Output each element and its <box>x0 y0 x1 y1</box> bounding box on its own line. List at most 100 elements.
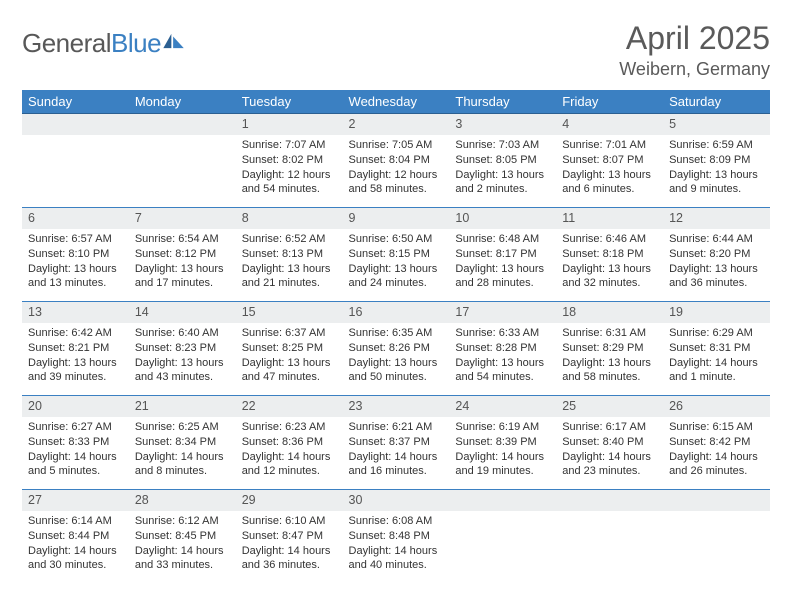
calendar-week-row: 6 Sunrise: 6:57 AMSunset: 8:10 PMDaylight… <box>22 208 770 302</box>
day-details: Sunrise: 6:52 AMSunset: 8:13 PMDaylight:… <box>242 232 337 291</box>
calendar-day-cell: 28 Sunrise: 6:12 AMSunset: 8:45 PMDayligh… <box>129 490 236 584</box>
day-number: 8 <box>236 208 343 229</box>
day-number: 16 <box>343 302 450 323</box>
calendar-week-row: 20 Sunrise: 6:27 AMSunset: 8:33 PMDayligh… <box>22 396 770 490</box>
calendar-week-row: 1Sunrise: 7:07 AMSunset: 8:02 PMDaylight… <box>22 114 770 208</box>
day-details: Sunrise: 6:17 AMSunset: 8:40 PMDaylight:… <box>562 420 657 479</box>
calendar-empty-cell <box>129 114 236 208</box>
calendar-day-cell: 7 Sunrise: 6:54 AMSunset: 8:12 PMDaylight… <box>129 208 236 302</box>
day-number: 12 <box>663 208 770 229</box>
day-details: Sunrise: 6:48 AMSunset: 8:17 PMDaylight:… <box>455 232 550 291</box>
page-title: April 2025 <box>619 20 770 57</box>
calendar-empty-cell <box>449 490 556 584</box>
header: GeneralBlue April 2025 Weibern, Germany <box>22 20 770 80</box>
day-number: 18 <box>556 302 663 323</box>
weekday-header: Friday <box>556 90 663 114</box>
day-details: Sunrise: 6:31 AMSunset: 8:29 PMDaylight:… <box>562 326 657 385</box>
day-details: Sunrise: 6:14 AMSunset: 8:44 PMDaylight:… <box>28 514 123 573</box>
calendar-day-cell: 22Sunrise: 6:23 AMSunset: 8:36 PMDayligh… <box>236 396 343 490</box>
calendar-day-cell: 14Sunrise: 6:40 AMSunset: 8:23 PMDayligh… <box>129 302 236 396</box>
calendar-empty-cell <box>663 490 770 584</box>
calendar-day-cell: 24 Sunrise: 6:19 AMSunset: 8:39 PMDayligh… <box>449 396 556 490</box>
calendar-day-cell: 25 Sunrise: 6:17 AMSunset: 8:40 PMDayligh… <box>556 396 663 490</box>
calendar-day-cell: 5Sunrise: 6:59 AMSunset: 8:09 PMDaylight… <box>663 114 770 208</box>
day-details: Sunrise: 6:19 AMSunset: 8:39 PMDaylight:… <box>455 420 550 479</box>
day-number: 21 <box>129 396 236 417</box>
day-details: Sunrise: 6:44 AMSunset: 8:20 PMDaylight:… <box>669 232 764 291</box>
day-number: 7 <box>129 208 236 229</box>
day-number: 4 <box>556 114 663 135</box>
location-label: Weibern, Germany <box>619 59 770 80</box>
logo-text-blue: Blue <box>111 28 161 58</box>
day-number-bar <box>129 114 236 135</box>
day-number: 29 <box>236 490 343 511</box>
day-details: Sunrise: 6:59 AMSunset: 8:09 PMDaylight:… <box>669 138 764 197</box>
day-details: Sunrise: 6:57 AMSunset: 8:10 PMDaylight:… <box>28 232 123 291</box>
calendar-day-cell: 4 Sunrise: 7:01 AMSunset: 8:07 PMDaylight… <box>556 114 663 208</box>
logo-text: GeneralBlue <box>22 28 161 59</box>
calendar-day-cell: 21 Sunrise: 6:25 AMSunset: 8:34 PMDayligh… <box>129 396 236 490</box>
day-details: Sunrise: 6:08 AMSunset: 8:48 PMDaylight:… <box>349 514 444 573</box>
day-details: Sunrise: 7:01 AMSunset: 8:07 PMDaylight:… <box>562 138 657 197</box>
day-number: 24 <box>449 396 556 417</box>
day-details: Sunrise: 6:15 AMSunset: 8:42 PMDaylight:… <box>669 420 764 479</box>
calendar-day-cell: 29 Sunrise: 6:10 AMSunset: 8:47 PMDayligh… <box>236 490 343 584</box>
day-details: Sunrise: 6:12 AMSunset: 8:45 PMDaylight:… <box>135 514 230 573</box>
weekday-header: Thursday <box>449 90 556 114</box>
calendar-day-cell: 19Sunrise: 6:29 AMSunset: 8:31 PMDayligh… <box>663 302 770 396</box>
calendar-day-cell: 16Sunrise: 6:35 AMSunset: 8:26 PMDayligh… <box>343 302 450 396</box>
day-details: Sunrise: 6:37 AMSunset: 8:25 PMDaylight:… <box>242 326 337 385</box>
calendar-day-cell: 8 Sunrise: 6:52 AMSunset: 8:13 PMDaylight… <box>236 208 343 302</box>
day-number: 23 <box>343 396 450 417</box>
day-number: 11 <box>556 208 663 229</box>
day-details: Sunrise: 6:27 AMSunset: 8:33 PMDaylight:… <box>28 420 123 479</box>
calendar-empty-cell <box>556 490 663 584</box>
day-number-bar <box>663 490 770 511</box>
calendar-day-cell: 13Sunrise: 6:42 AMSunset: 8:21 PMDayligh… <box>22 302 129 396</box>
calendar-day-cell: 23Sunrise: 6:21 AMSunset: 8:37 PMDayligh… <box>343 396 450 490</box>
day-number: 3 <box>449 114 556 135</box>
day-details: Sunrise: 6:46 AMSunset: 8:18 PMDaylight:… <box>562 232 657 291</box>
calendar-day-cell: 26 Sunrise: 6:15 AMSunset: 8:42 PMDayligh… <box>663 396 770 490</box>
calendar-day-cell: 12 Sunrise: 6:44 AMSunset: 8:20 PMDayligh… <box>663 208 770 302</box>
calendar-day-cell: 15Sunrise: 6:37 AMSunset: 8:25 PMDayligh… <box>236 302 343 396</box>
weekday-header: Monday <box>129 90 236 114</box>
calendar-day-cell: 20 Sunrise: 6:27 AMSunset: 8:33 PMDayligh… <box>22 396 129 490</box>
day-details: Sunrise: 7:05 AMSunset: 8:04 PMDaylight:… <box>349 138 444 197</box>
day-number-bar <box>22 114 129 135</box>
day-details: Sunrise: 7:03 AMSunset: 8:05 PMDaylight:… <box>455 138 550 197</box>
day-number: 26 <box>663 396 770 417</box>
logo-text-general: General <box>22 28 111 58</box>
day-details: Sunrise: 6:29 AMSunset: 8:31 PMDaylight:… <box>669 326 764 385</box>
calendar-day-cell: 6 Sunrise: 6:57 AMSunset: 8:10 PMDaylight… <box>22 208 129 302</box>
day-number: 22 <box>236 396 343 417</box>
day-number: 25 <box>556 396 663 417</box>
day-number: 20 <box>22 396 129 417</box>
calendar-header-row: SundayMondayTuesdayWednesdayThursdayFrid… <box>22 90 770 114</box>
day-details: Sunrise: 6:40 AMSunset: 8:23 PMDaylight:… <box>135 326 230 385</box>
calendar-day-cell: 18 Sunrise: 6:31 AMSunset: 8:29 PMDayligh… <box>556 302 663 396</box>
calendar-day-cell: 1Sunrise: 7:07 AMSunset: 8:02 PMDaylight… <box>236 114 343 208</box>
day-number: 30 <box>343 490 450 511</box>
calendar-day-cell: 30 Sunrise: 6:08 AMSunset: 8:48 PMDayligh… <box>343 490 450 584</box>
day-number: 28 <box>129 490 236 511</box>
calendar-day-cell: 3 Sunrise: 7:03 AMSunset: 8:05 PMDaylight… <box>449 114 556 208</box>
day-details: Sunrise: 6:50 AMSunset: 8:15 PMDaylight:… <box>349 232 444 291</box>
day-details: Sunrise: 6:25 AMSunset: 8:34 PMDaylight:… <box>135 420 230 479</box>
calendar-week-row: 27Sunrise: 6:14 AMSunset: 8:44 PMDayligh… <box>22 490 770 584</box>
weekday-header: Tuesday <box>236 90 343 114</box>
day-number-bar <box>449 490 556 511</box>
day-details: Sunrise: 6:10 AMSunset: 8:47 PMDaylight:… <box>242 514 337 573</box>
calendar-body: 1Sunrise: 7:07 AMSunset: 8:02 PMDaylight… <box>22 114 770 584</box>
calendar-day-cell: 17Sunrise: 6:33 AMSunset: 8:28 PMDayligh… <box>449 302 556 396</box>
day-details: Sunrise: 6:54 AMSunset: 8:12 PMDaylight:… <box>135 232 230 291</box>
calendar-day-cell: 27Sunrise: 6:14 AMSunset: 8:44 PMDayligh… <box>22 490 129 584</box>
day-number-bar <box>556 490 663 511</box>
day-number: 6 <box>22 208 129 229</box>
day-number: 2 <box>343 114 450 135</box>
calendar-day-cell: 2 Sunrise: 7:05 AMSunset: 8:04 PMDaylight… <box>343 114 450 208</box>
day-details: Sunrise: 7:07 AMSunset: 8:02 PMDaylight:… <box>242 138 337 197</box>
day-details: Sunrise: 6:42 AMSunset: 8:21 PMDaylight:… <box>28 326 123 385</box>
weekday-header: Sunday <box>22 90 129 114</box>
weekday-header: Wednesday <box>343 90 450 114</box>
